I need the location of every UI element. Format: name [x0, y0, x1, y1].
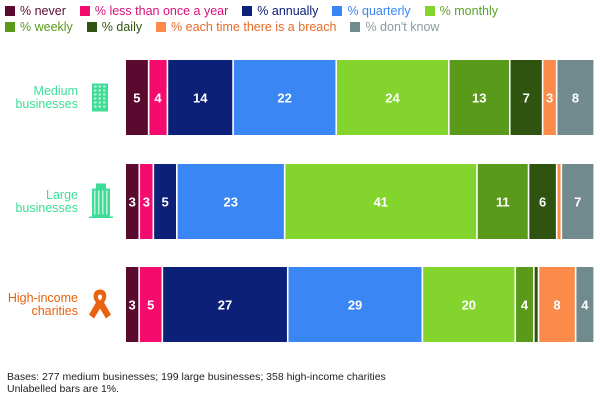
- bar-segment-medium-businesses-don-t-know: [557, 60, 594, 135]
- legend-label: % annually: [257, 4, 319, 18]
- data-label: 23: [223, 195, 237, 210]
- bar-group-large-businesses: 3 3 5 23 41 11 6 7: [126, 164, 594, 239]
- bar-segment-high-income-charities-never: [126, 267, 139, 342]
- bases-note: Bases: 277 medium businesses; 199 large …: [7, 371, 386, 383]
- legend-swatch: [5, 6, 15, 16]
- legend-label: % less than once a year: [94, 4, 229, 18]
- data-label: 8: [572, 91, 579, 106]
- legend-item-less-than-once-a-year: % less than once a year: [79, 3, 229, 19]
- bar-segment-high-income-charities-don-t-know: [576, 267, 594, 342]
- data-label: 7: [574, 195, 581, 210]
- bar-segment-medium-businesses-weekly: [449, 60, 509, 135]
- legend-swatch: [242, 6, 253, 16]
- bar-segment-medium-businesses-quarterly: [233, 60, 336, 135]
- data-label: 6: [539, 195, 546, 210]
- legend-swatch: [5, 22, 15, 32]
- legend-label: % each time there is a breach: [171, 20, 337, 34]
- data-label: 4: [154, 91, 162, 106]
- data-label: 20: [462, 298, 476, 313]
- data-label: 8: [553, 298, 560, 313]
- legend-label: % monthly: [439, 4, 499, 18]
- legend-swatch: [79, 6, 90, 16]
- data-label: 5: [161, 195, 168, 210]
- legend-item-weekly: % weekly: [5, 19, 73, 35]
- data-label: 22: [277, 91, 291, 106]
- bar-segment-medium-businesses-less-than-once-a-year: [149, 60, 167, 135]
- footer: Bases: 277 medium businesses; 199 large …: [7, 371, 386, 395]
- bar-segment-large-businesses-each-time-there-is-a-breach: [557, 164, 561, 239]
- bar-segment-high-income-charities-each-time-there-is-a-breach: [539, 267, 575, 342]
- data-label: 11: [496, 195, 510, 210]
- bar-segment-large-businesses-less-than-once-a-year: [140, 164, 153, 239]
- bar-segment-medium-businesses-annually: [168, 60, 233, 135]
- category-label-high-income-charities: High-income charities: [7, 290, 78, 318]
- bar-group-high-income-charities: 3 5 27 29 20 4 8 4: [126, 267, 594, 342]
- bar-segment-medium-businesses-each-time-there-is-a-breach: [543, 60, 556, 135]
- legend-item-don-t-know: % don't know: [350, 19, 439, 35]
- data-label: 14: [193, 91, 208, 106]
- data-label: 7: [523, 91, 530, 106]
- data-label: 24: [385, 91, 400, 106]
- office-building-icon: [92, 83, 108, 112]
- legend-row: % never % less than once a year % annually…: [5, 3, 600, 19]
- data-label: 3: [546, 91, 553, 106]
- legend: % never % less than once a year % annually…: [5, 3, 600, 35]
- data-label: 29: [348, 298, 362, 313]
- bar-segment-large-businesses-never: [126, 164, 139, 239]
- legend-label: % quarterly: [347, 4, 411, 18]
- legend-swatch: [156, 22, 167, 32]
- bar-segment-high-income-charities-annually: [163, 267, 287, 342]
- bar-segment-large-businesses-quarterly: [177, 164, 284, 239]
- legend-swatch: [424, 6, 435, 16]
- bar-segment-medium-businesses-monthly: [337, 60, 449, 135]
- legend-item-daily: % daily: [86, 19, 143, 35]
- data-label: 3: [143, 195, 150, 210]
- legend-row: % weekly % daily % each time there is a br…: [5, 19, 600, 35]
- bar-segment-large-businesses-don-t-know: [562, 164, 594, 239]
- category-label-medium-businesses: Medium businesses: [15, 83, 78, 111]
- bar-segment-large-businesses-daily: [529, 164, 556, 239]
- bar-segment-medium-businesses-daily: [510, 60, 542, 135]
- legend-label: % don't know: [365, 20, 440, 34]
- data-label: 4: [581, 298, 589, 313]
- bar-segment-high-income-charities-quarterly: [288, 267, 422, 342]
- bar-segment-medium-businesses-never: [126, 60, 148, 135]
- legend-item-quarterly: % quarterly: [332, 3, 411, 19]
- tall-building-icon: [89, 183, 113, 218]
- legend-label: % weekly: [20, 20, 73, 34]
- data-label: 5: [133, 91, 140, 106]
- bar-segment-high-income-charities-less-than-once-a-year: [139, 267, 162, 342]
- data-label: 5: [147, 298, 154, 313]
- unlabelled-note: Unlabelled bars are 1%.: [7, 383, 120, 395]
- legend-swatch: [86, 22, 97, 32]
- data-label: 4: [521, 298, 529, 313]
- data-label: 13: [472, 91, 486, 106]
- legend-item-annually: % annually: [242, 3, 318, 19]
- bar-segment-large-businesses-monthly: [285, 164, 477, 239]
- legend-item-each-time-there-is-a-breach: % each time there is a breach: [156, 19, 336, 35]
- category-label-large-businesses: Large businesses: [15, 187, 78, 215]
- legend-swatch: [350, 22, 361, 32]
- bar-segment-high-income-charities-monthly: [423, 267, 515, 342]
- awareness-ribbon-icon: [89, 289, 111, 319]
- bar-segment-high-income-charities-daily: [534, 267, 538, 342]
- legend-item-never: % never: [5, 3, 66, 19]
- data-label: 41: [374, 195, 388, 210]
- bar-segment-high-income-charities-weekly: [516, 267, 534, 342]
- data-label: 27: [218, 298, 232, 313]
- data-label: 3: [129, 195, 136, 210]
- legend-swatch: [332, 6, 343, 16]
- legend-item-monthly: % monthly: [424, 3, 499, 19]
- legend-label: % daily: [101, 20, 143, 34]
- bar-segment-large-businesses-weekly: [477, 164, 528, 239]
- data-label: 3: [129, 298, 136, 313]
- bar-group-medium-businesses: 5 4 14 22 24 13 7 3 8: [126, 60, 594, 135]
- legend-label: % never: [20, 4, 66, 18]
- bar-segment-large-businesses-annually: [154, 164, 176, 239]
